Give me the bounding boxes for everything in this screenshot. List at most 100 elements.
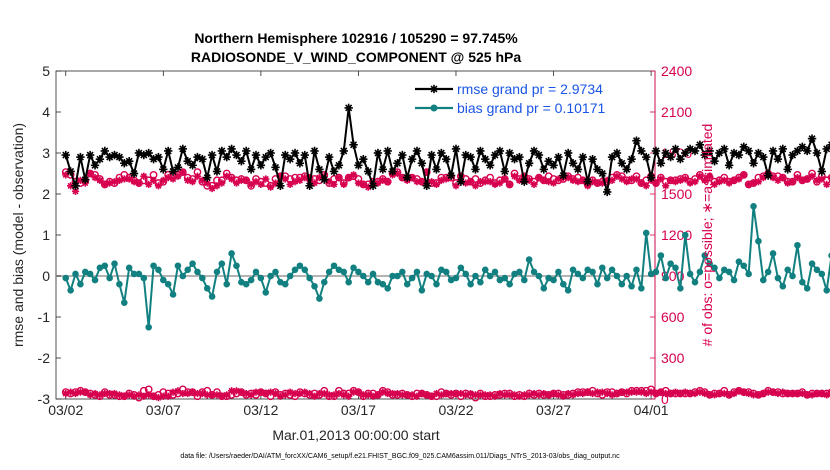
marker-core	[73, 189, 78, 194]
marker-core	[210, 392, 215, 397]
marker-core	[751, 160, 756, 166]
series-bias-grand-pr-0-10171	[62, 203, 830, 331]
marker-core	[175, 388, 180, 393]
marker-core	[102, 391, 107, 396]
marker-core	[390, 169, 395, 174]
rmse-point	[768, 146, 778, 156]
bias-point	[481, 266, 489, 274]
marker-core	[400, 152, 405, 158]
bias-point	[403, 280, 411, 288]
rmse-point	[266, 148, 275, 158]
marker-core	[541, 167, 547, 172]
bias-point	[360, 272, 367, 280]
marker-core	[697, 142, 703, 148]
right-y-tick-label: 2100	[661, 104, 692, 120]
obs-assimilated-point	[164, 392, 172, 400]
obs-assimilated-point	[793, 174, 802, 182]
marker-core	[385, 148, 391, 154]
marker-core	[556, 154, 561, 160]
marker-core	[375, 181, 380, 186]
rmse-point	[212, 167, 222, 176]
marker-core	[702, 178, 707, 183]
rmse-point	[144, 148, 153, 158]
rmse-point	[651, 146, 661, 156]
bias-point	[701, 252, 709, 259]
obs-assimilated-point	[496, 179, 504, 187]
bias-point	[86, 270, 94, 278]
bias-point	[467, 280, 474, 288]
marker-core	[692, 148, 698, 154]
bias-point	[330, 262, 338, 270]
bias-point	[764, 268, 772, 276]
obs-assimilated-point	[613, 172, 621, 180]
marker-core	[122, 394, 127, 399]
obs-assimilated-point	[608, 391, 616, 399]
obs-assimilated-point	[179, 168, 187, 176]
bias-point	[711, 264, 718, 272]
marker-core	[810, 392, 815, 397]
marker-core	[610, 178, 615, 183]
rmse-point	[802, 146, 812, 156]
marker-core	[688, 181, 693, 186]
marker-core	[453, 146, 459, 152]
marker-core	[404, 175, 410, 180]
bias-point	[642, 229, 650, 237]
marker-core	[600, 171, 605, 176]
marker-core	[390, 391, 395, 396]
marker-core	[107, 391, 112, 396]
marker-core	[410, 392, 415, 397]
bias-point	[794, 241, 801, 249]
marker-core	[346, 105, 351, 111]
marker-core	[688, 391, 693, 396]
rmse-point	[403, 173, 412, 182]
marker-core	[258, 390, 263, 395]
marker-core	[395, 391, 400, 396]
marker-core	[551, 391, 556, 396]
marker-core	[283, 392, 288, 397]
rmse-point	[681, 148, 690, 158]
bias-point	[379, 280, 387, 288]
marker-core	[721, 146, 727, 152]
marker-core	[190, 390, 195, 395]
marker-core	[97, 178, 102, 183]
marker-core	[414, 179, 419, 184]
marker-core	[278, 394, 283, 399]
obs-assimilated-point	[808, 391, 816, 399]
obs-assimilated-point	[632, 388, 641, 396]
marker-core	[180, 146, 186, 152]
marker-core	[214, 169, 220, 174]
marker-core	[775, 156, 781, 162]
rmse-point	[412, 146, 422, 156]
marker-core	[707, 148, 712, 154]
bias-point	[140, 274, 148, 282]
marker-core	[439, 392, 444, 397]
marker-core	[214, 392, 219, 397]
rmse-point	[705, 146, 714, 156]
chart-title-line-2: RADIOSONDE_V_WIND_COMPONENT @ 525 hPa	[191, 49, 521, 65]
marker-core	[78, 390, 83, 395]
bias-point	[428, 272, 435, 280]
obs-assimilated-point	[340, 180, 348, 189]
marker-core	[634, 390, 639, 395]
marker-core	[263, 154, 269, 160]
marker-core	[434, 391, 439, 396]
bias-point	[291, 266, 299, 274]
bias-point	[62, 274, 70, 282]
rmse-point	[85, 150, 95, 160]
marker-core	[151, 156, 156, 162]
marker-core	[405, 392, 410, 397]
rmse-point	[710, 157, 719, 166]
rmse-point	[695, 140, 705, 149]
bias-point	[218, 260, 226, 268]
marker-core	[224, 154, 230, 160]
marker-core	[717, 179, 722, 184]
marker-core	[722, 178, 727, 183]
bias-point	[223, 280, 231, 288]
rmse-point	[466, 152, 475, 162]
rmse-point	[324, 152, 334, 162]
obs-assimilated-point	[349, 171, 358, 179]
marker-core	[180, 170, 185, 175]
marker-core	[380, 178, 385, 183]
marker-core	[560, 173, 566, 178]
rmse-point	[500, 167, 509, 176]
